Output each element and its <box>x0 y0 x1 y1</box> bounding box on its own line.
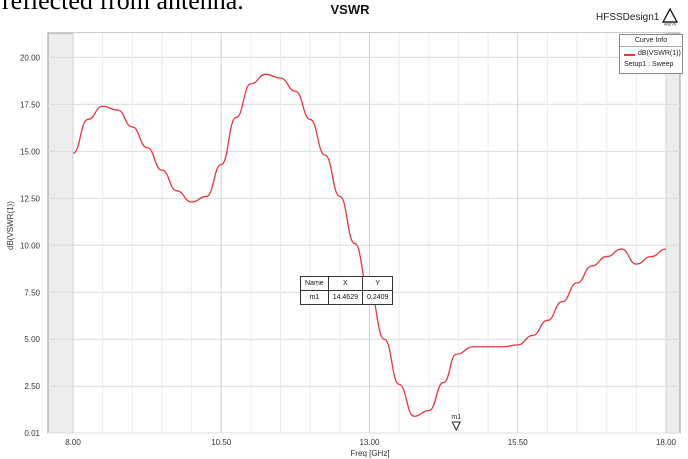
curve-info-legend[interactable]: Curve Info dB(VSWR(1)) Setup1 : Sweep <box>619 34 683 74</box>
x-tick-label: 8.00 <box>65 438 81 447</box>
y-tick-label: 5.00 <box>24 335 40 344</box>
y-axis-label: dB(VSWR(1)) <box>6 201 15 250</box>
x-tick-label: 18.00 <box>656 438 677 447</box>
chart-title: VSWR <box>330 2 370 17</box>
marker-triangle <box>451 421 462 432</box>
y-tick-label: 7.50 <box>24 288 40 297</box>
y-tick-label: 12.50 <box>20 194 41 203</box>
marker-header-y: Y <box>361 276 394 291</box>
y-tick-label: 2.50 <box>24 382 40 391</box>
x-tick-label: 13.00 <box>359 438 380 447</box>
marker-table[interactable]: Name X Y m1 14.4629 0.2409 <box>300 276 394 305</box>
legend-setup: Setup1 : Sweep <box>624 61 674 68</box>
svg-text:ANSYS: ANSYS <box>664 23 677 27</box>
caption-text: reflected from antenna. <box>2 0 244 15</box>
marker-header-x: X <box>327 276 364 291</box>
marker-x-cell: 14.4629 <box>327 290 364 305</box>
ansys-logo-icon: ANSYS <box>661 8 679 27</box>
marker-y-cell: 0.2409 <box>361 290 394 305</box>
marker-header-name: Name <box>300 276 329 291</box>
y-tick-label: 17.50 <box>20 100 41 109</box>
legend-title: Curve Info <box>620 37 682 47</box>
x-tick-label: 15.50 <box>508 438 529 447</box>
y-tick-label: 15.00 <box>20 147 41 156</box>
marker-name-cell: m1 <box>300 290 329 305</box>
design-name: HFSSDesign1 <box>596 12 660 23</box>
legend-swatch <box>624 54 635 56</box>
legend-entry: dB(VSWR(1)) <box>638 50 681 57</box>
y-tick-label: 10.00 <box>20 241 41 250</box>
x-axis-label: Freq [GHz] <box>350 449 390 458</box>
y-tick-label: 0.01 <box>24 429 40 438</box>
marker-table-row: m1 14.4629 0.2409 <box>300 290 394 305</box>
marker-table-header-row: Name X Y <box>300 276 394 291</box>
x-tick-label: 10.50 <box>211 438 232 447</box>
marker-label: m1 <box>451 414 461 421</box>
y-tick-label: 20.00 <box>20 53 41 62</box>
